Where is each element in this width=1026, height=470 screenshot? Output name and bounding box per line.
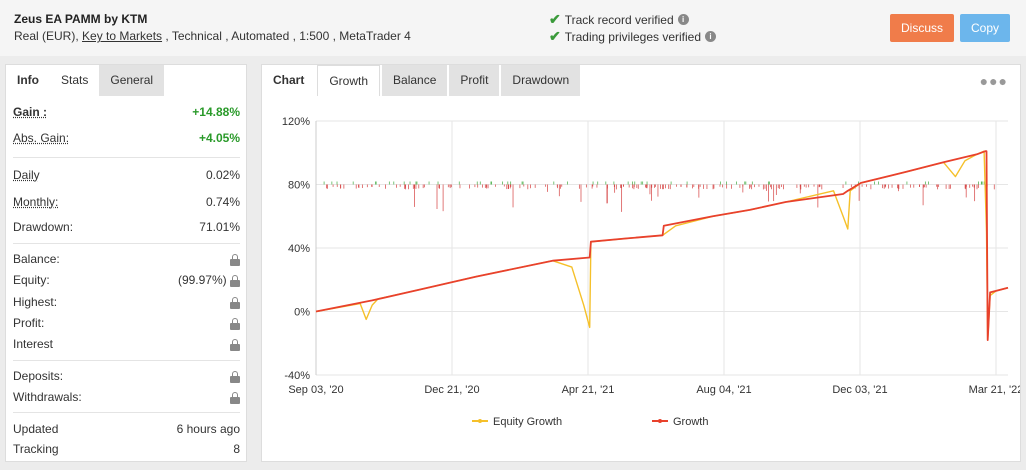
growth-chart: 120% 80% 40% 0% -40% Sep 03, '20 Dec 21, '20 Ap… — [282, 116, 1020, 428]
stat-balance: Balance: — [13, 252, 240, 270]
y-tick-label: 80% — [288, 180, 310, 192]
tab-general[interactable]: General — [99, 65, 165, 96]
stat-equity: Equity: (99.97%) — [13, 273, 240, 291]
tab-chart[interactable]: Chart — [262, 65, 316, 96]
chart-tabs: Chart Growth Balance Profit Drawdown — [262, 65, 582, 97]
tab-drawdown[interactable]: Drawdown — [501, 65, 581, 96]
lock-icon — [230, 274, 240, 287]
account-subtitle: Real (EUR), Key to Markets , Technical ,… — [14, 29, 411, 43]
copy-button[interactable]: Copy — [960, 14, 1010, 42]
account-type: Real (EUR), — [14, 29, 83, 43]
track-record-label: Track record verified — [564, 12, 674, 27]
gain-label[interactable]: Gain : — [13, 105, 48, 119]
stats-panel: Info Stats General Gain : +14.88% Abs. G… — [5, 64, 247, 462]
legend-label: Growth — [673, 416, 708, 428]
stat-gain: Gain : +14.88% — [13, 105, 240, 123]
lock-icon — [230, 337, 240, 351]
x-tick-label: Sep 03, '20 — [288, 384, 343, 396]
y-tick-label: -40% — [284, 370, 310, 382]
stat-updated: Updated 6 hours ago — [13, 422, 240, 440]
y-tick-label: 40% — [288, 243, 310, 255]
stat-drawdown: Drawdown: 71.01% — [13, 220, 240, 238]
stat-profit: Profit: — [13, 316, 240, 334]
check-icon: ✔ — [549, 11, 561, 27]
tracking-label: Tracking — [13, 442, 59, 456]
lock-icon — [230, 390, 240, 404]
equity-value: (99.97%) — [178, 273, 240, 287]
x-tick-label: Apr 21, '21 — [562, 384, 615, 396]
account-header: Zeus EA PAMM by KTM Real (EUR), Key to M… — [0, 0, 1026, 56]
stat-withdrawals: Withdrawals: — [13, 390, 240, 408]
tab-balance[interactable]: Balance — [382, 65, 448, 96]
trading-privileges-status: ✔ Trading privileges verified i — [549, 28, 717, 45]
drawdown-value: 71.01% — [199, 220, 240, 234]
lock-icon — [230, 295, 240, 309]
updated-value: 6 hours ago — [176, 422, 240, 436]
lock-icon — [230, 369, 240, 383]
monthly-label[interactable]: Monthly: — [13, 195, 59, 209]
withdrawals-label: Withdrawals: — [13, 390, 82, 404]
stat-deposits: Deposits: — [13, 369, 240, 387]
stat-abs-gain: Abs. Gain: +4.05% — [13, 131, 240, 149]
lock-icon — [230, 252, 240, 266]
check-icon: ✔ — [549, 28, 561, 44]
stats-tabs: Info Stats General — [6, 65, 165, 97]
x-tick-label: Dec 03, '21 — [832, 384, 887, 396]
divider — [13, 360, 240, 361]
tab-growth[interactable]: Growth — [317, 65, 381, 96]
y-tick-label: 120% — [282, 116, 310, 128]
x-tick-label: Dec 21, '20 — [424, 384, 479, 396]
track-record-status: ✔ Track record verified i — [549, 11, 689, 28]
growth-line — [315, 150, 1009, 342]
tab-stats[interactable]: Stats — [50, 65, 100, 96]
abs-gain-label[interactable]: Abs. Gain: — [13, 131, 70, 145]
chart-panel: Chart Growth Balance Profit Drawdown ●●●… — [261, 64, 1021, 462]
broker-link[interactable]: Key to Markets — [82, 29, 163, 43]
highest-label: Highest: — [13, 295, 58, 309]
tracking-value: 8 — [233, 442, 240, 456]
daily-value: 0.02% — [205, 168, 240, 182]
deposits-label: Deposits: — [13, 369, 64, 383]
stat-tracking: Tracking 8 — [13, 442, 240, 460]
gain-value: +14.88% — [192, 105, 240, 119]
daily-label[interactable]: Daily — [13, 168, 40, 182]
divider — [13, 157, 240, 158]
legend-label: Equity Growth — [493, 416, 562, 428]
stat-daily: Daily 0.02% — [13, 168, 240, 186]
equity-label: Equity: — [13, 273, 50, 287]
abs-gain-value: +4.05% — [198, 131, 240, 145]
updated-label: Updated — [13, 422, 59, 436]
info-icon[interactable]: i — [677, 14, 689, 25]
balance-label: Balance: — [13, 252, 60, 266]
drawdown-label: Drawdown: — [13, 220, 74, 234]
tab-profit[interactable]: Profit — [449, 65, 500, 96]
legend-marker — [658, 419, 662, 423]
stat-monthly: Monthly: 0.74% — [13, 195, 240, 213]
info-icon[interactable]: i — [705, 31, 717, 42]
account-title: Zeus EA PAMM by KTM — [14, 12, 148, 26]
interest-label: Interest — [13, 337, 54, 351]
monthly-value: 0.74% — [205, 195, 240, 209]
divider — [13, 412, 240, 413]
lock-icon — [230, 316, 240, 330]
x-tick-label: Aug 04, '21 — [696, 384, 751, 396]
discuss-button[interactable]: Discuss — [890, 14, 954, 42]
x-tick-label: Mar 21, '22 — [969, 384, 1020, 396]
legend-marker — [478, 419, 482, 423]
stat-highest: Highest: — [13, 295, 240, 313]
account-details: , Technical , Automated , 1:500 , MetaTr… — [162, 29, 411, 43]
y-tick-label: 0% — [294, 307, 310, 319]
tab-info[interactable]: Info — [6, 65, 50, 96]
profit-label: Profit: — [13, 316, 45, 330]
trading-privileges-label: Trading privileges verified — [564, 29, 702, 44]
stat-interest: Interest — [13, 337, 240, 355]
more-options-icon[interactable]: ●●● — [979, 73, 1008, 89]
divider — [13, 243, 240, 244]
